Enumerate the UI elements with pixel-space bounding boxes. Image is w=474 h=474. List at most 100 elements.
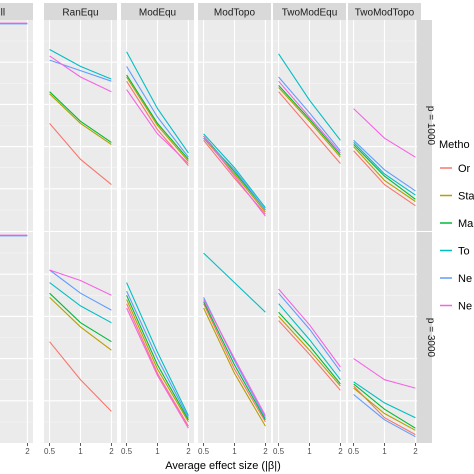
series-line-modtopo-p-3000-1 — [203, 303, 266, 423]
series-line-twomodequ-p-1000-5 — [278, 76, 341, 152]
series-line-ranequ-p-3000-2 — [49, 297, 112, 351]
column-strip-twomodtopo — [348, 3, 421, 20]
series-line-twomodequ-p-1000-6 — [278, 80, 341, 154]
legend-entry-label-2: Sta — [458, 191, 474, 203]
x-tick-label: 2 — [109, 447, 114, 456]
panel-twomodequ-p-1000 — [273, 20, 346, 231]
column-strip-label-null: Null — [0, 8, 5, 19]
legend-entry-label-6: Ne — [458, 301, 472, 313]
panel-modtopo-p-3000 — [198, 232, 271, 443]
series-line-ranequ-p-1000-5 — [49, 59, 112, 82]
series-line-twomodequ-p-3000-3 — [278, 311, 341, 385]
series-line-twomodequ-p-1000-1 — [278, 91, 341, 164]
series-line-twomodtopo-p-1000-5 — [353, 139, 416, 192]
panel-modtopo-p-1000 — [198, 20, 271, 231]
x-tick-label: 1 — [382, 447, 387, 456]
series-line-twomodtopo-p-3000-5 — [353, 394, 416, 438]
series-line-ranequ-p-1000-1 — [49, 123, 112, 186]
x-tick-label: 1 — [78, 447, 83, 456]
x-tick-label: 0.5 — [348, 447, 360, 456]
series-line-ranequ-p-1000-3 — [49, 91, 112, 143]
panel-twomodequ-p-3000 — [273, 232, 346, 443]
x-tick-label: 2 — [263, 447, 268, 456]
series-line-twomodtopo-p-1000-3 — [353, 144, 416, 200]
series-line-modtopo-p-3000-4 — [203, 252, 266, 313]
x-tick-label: 1 — [307, 447, 312, 456]
panel-ranequ-p-1000 — [44, 20, 117, 231]
series-line-modtopo-p-3000-6 — [203, 299, 266, 416]
series-line-modequ-p-3000-3 — [126, 295, 189, 421]
series-line-modequ-p-1000-6 — [126, 89, 189, 164]
column-strip-twomodequ — [273, 3, 346, 20]
series-line-ranequ-p-3000-1 — [49, 341, 112, 412]
series-line-twomodtopo-p-3000-2 — [353, 387, 416, 431]
panel-twomodtopo-p-3000 — [348, 232, 421, 443]
series-line-twomodequ-p-3000-2 — [278, 316, 341, 387]
series-line-twomodtopo-p-3000-6 — [353, 358, 416, 389]
series-line-modtopo-p-3000-2 — [203, 307, 266, 427]
x-tick-label: 2 — [25, 447, 30, 456]
series-line-modequ-p-3000-4 — [126, 282, 189, 416]
series-line-modequ-p-3000-5 — [126, 290, 189, 418]
column-strip-label-modtopo: ModTopo — [214, 8, 256, 19]
series-line-twomodtopo-p-1000-1 — [353, 150, 416, 207]
legend-entry-label-4: To — [458, 246, 470, 258]
x-tick-label: 1 — [155, 447, 160, 456]
series-line-ranequ-p-1000-2 — [49, 93, 112, 145]
series-line-twomodequ-p-3000-4 — [278, 303, 341, 381]
column-strip-ranequ — [44, 3, 117, 20]
series-line-twomodtopo-p-1000-2 — [353, 146, 416, 202]
series-line-modequ-p-3000-6 — [126, 307, 189, 429]
series-line-twomodtopo-p-3000-3 — [353, 383, 416, 429]
x-tick-label: 0.5 — [121, 447, 133, 456]
series-line-twomodequ-p-3000-1 — [278, 320, 341, 391]
x-tick-label: 2 — [338, 447, 343, 456]
series-line-modtopo-p-1000-4 — [203, 133, 266, 209]
series-line-ranequ-p-3000-3 — [49, 292, 112, 343]
x-tick-label: 0.5 — [273, 447, 285, 456]
column-strip-null — [0, 3, 33, 20]
legend: Metho Or Sta Ma To Ne Ne — [439, 139, 474, 313]
series-line-ranequ-p-3000-5 — [49, 269, 112, 311]
x-tick-label: 2 — [413, 447, 418, 456]
panel-null-p-3000 — [0, 232, 33, 443]
legend-entry-label-1: Or — [458, 163, 471, 175]
x-tick-label: 0.5 — [44, 447, 56, 456]
series-line-twomodequ-p-1000-3 — [278, 85, 341, 156]
x-tick-label: 0.5 — [198, 447, 210, 456]
series-line-twomodequ-p-3000-6 — [278, 288, 341, 368]
row-strip-label-p-1000: p = 1000 — [425, 106, 436, 146]
series-line-twomodequ-p-1000-4 — [278, 53, 341, 141]
series-line-modequ-p-1000-5 — [126, 66, 189, 158]
panels-layer — [0, 20, 421, 443]
series-line-ranequ-p-3000-6 — [49, 269, 112, 296]
panel-null-p-1000 — [0, 20, 33, 231]
row-strip-p-3000 — [417, 232, 432, 443]
x-tick-label: 1 — [232, 447, 237, 456]
x-tick-label: 2 — [186, 447, 191, 456]
column-strip-label-twomodtopo: TwoModTopo — [355, 8, 415, 19]
legend-entry-label-3: Ma — [458, 218, 474, 230]
panel-twomodtopo-p-1000 — [348, 20, 421, 231]
series-line-twomodtopo-p-1000-6 — [353, 108, 416, 158]
series-line-modtopo-p-1000-6 — [203, 135, 266, 217]
series-line-ranequ-p-3000-4 — [49, 282, 112, 324]
row-strip-label-p-3000: p = 3000 — [425, 318, 436, 358]
facet-strips: Null RanEqu ModEqu ModTopo TwoModEqu TwoModTo… — [0, 3, 436, 443]
column-strip-label-twomodequ: TwoModEqu — [282, 8, 338, 19]
series-line-ranequ-p-1000-6 — [49, 55, 112, 93]
series-line-modequ-p-1000-4 — [126, 51, 189, 154]
row-strip-p-1000 — [417, 20, 432, 231]
series-line-modequ-p-3000-2 — [126, 299, 189, 423]
x-axis-title: Average effect size (|β|) — [165, 460, 281, 472]
series-line-twomodtopo-p-3000-4 — [353, 381, 416, 419]
series-line-twomodequ-p-3000-5 — [278, 292, 341, 372]
legend-title: Metho — [439, 139, 470, 151]
series-line-ranequ-p-1000-4 — [49, 49, 112, 80]
series-line-modequ-p-1000-2 — [126, 76, 189, 162]
legend-entry-label-5: Ne — [458, 273, 472, 285]
column-strip-modequ — [121, 3, 194, 20]
column-strip-label-modequ: ModEqu — [139, 8, 176, 19]
